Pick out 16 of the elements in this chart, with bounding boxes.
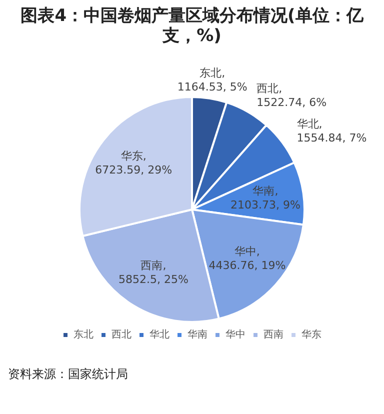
data-label: 西南, 5852.5, 25%: [118, 258, 188, 286]
legend-label: 西南: [264, 328, 284, 341]
legend-label: 华南: [188, 328, 208, 341]
legend-label: 华北: [150, 328, 170, 341]
data-label: 华南, 2103.73, 9%: [230, 184, 300, 212]
data-label: 华东, 6723.59, 29%: [95, 149, 172, 176]
chart-title: 图表4：中国卷烟产量区域分布情况(单位：亿支，%): [20, 5, 364, 46]
data-label: 东北, 1164.53, 5%: [177, 66, 248, 94]
data-label: 华北, 1554.84, 7%: [296, 118, 367, 145]
legend-label: 华东: [302, 328, 322, 341]
text: 资料来源：国家统计局: [7, 366, 129, 383]
legend-label: 东北: [74, 328, 94, 341]
data-label: 西北, 1522.74, 6%: [256, 82, 327, 109]
legend-label: 华中: [226, 328, 246, 341]
data-label: 华中, 4436.76, 19%: [208, 245, 286, 272]
legend-label: 西北: [112, 328, 132, 341]
